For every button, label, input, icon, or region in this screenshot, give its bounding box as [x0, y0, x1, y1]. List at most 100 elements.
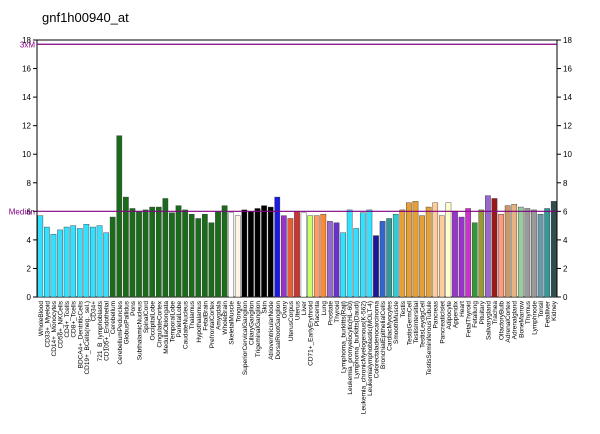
- x-tick-label: Leukemia_promyelocytic(HL-60): [347, 301, 354, 395]
- bar: [208, 222, 215, 298]
- bar: [70, 225, 77, 298]
- x-tick-label: Fetalliver: [545, 300, 552, 327]
- x-tick-label: WholeBlood: [38, 301, 45, 336]
- bar: [366, 209, 373, 298]
- y-tick-label: 12: [22, 122, 31, 131]
- x-tick-label: Amygdala: [216, 301, 223, 330]
- y-tick-label: 18: [22, 36, 31, 45]
- x-tick-label: Lymphnode: [531, 301, 538, 335]
- y-tick-label: 2: [27, 264, 32, 273]
- x-tick-label: FetalThyroid: [466, 301, 473, 338]
- bar: [544, 208, 550, 298]
- y2-tick-label: 18: [563, 36, 572, 45]
- bar: [44, 226, 50, 298]
- y2-tick-label: 14: [563, 93, 572, 102]
- x-tick-label: Uterus: [295, 300, 302, 320]
- x-tick-label: CD33+_Myeloid: [44, 301, 51, 348]
- x-tick-label: Trachea: [492, 301, 499, 325]
- x-tick-label: Lymphoma_burkitts(Raji): [341, 301, 348, 373]
- x-tick-label: Fetallung: [472, 301, 479, 328]
- x-tick-label: Thymus: [525, 300, 532, 324]
- x-tick-label: OccipitalLobe: [150, 301, 157, 341]
- bar: [202, 213, 208, 298]
- x-tick-label: CD19+_BCells(neg._sel.): [84, 301, 91, 375]
- bar: [458, 216, 465, 298]
- x-tick-label: Lymphoma_burkitts(Daudi): [354, 301, 361, 379]
- bar: [399, 209, 406, 298]
- bar: [274, 196, 281, 298]
- x-tick-label: ParietalLobe: [176, 301, 183, 338]
- bar: [537, 213, 544, 298]
- y2-tick-label: 4: [563, 236, 568, 245]
- bar: [333, 222, 340, 298]
- bar: [103, 232, 109, 298]
- x-tick-label: CD8+_Tcells: [71, 300, 78, 337]
- bar: [550, 201, 557, 298]
- y2-tick-label: 6: [563, 207, 568, 216]
- bar: [379, 221, 386, 298]
- x-tick-label: Pituitary: [479, 300, 486, 324]
- x-tick-label: Thyroid: [334, 301, 341, 323]
- bar: [300, 212, 307, 298]
- x-tick-label: Colorectaladenocarcinoma: [373, 301, 380, 379]
- x-tick-label: SkeletalMuscle: [229, 301, 236, 345]
- x-tick-label: Kidney: [551, 300, 558, 321]
- bar: [511, 203, 518, 298]
- x-tick-label: SuperiorCervicalGanglion: [242, 301, 249, 375]
- bar: [57, 229, 63, 298]
- bar: [221, 205, 228, 298]
- y2-tick-label: 2: [563, 264, 568, 273]
- bar: [254, 208, 261, 298]
- bar: [445, 202, 452, 298]
- x-tick-label: PancreaticIslet: [439, 301, 446, 344]
- bar: [37, 215, 44, 298]
- x-tick-label: CerebellumPeduncles: [117, 300, 124, 364]
- x-tick-label: Liver: [301, 300, 308, 315]
- x-tick-label: Appendix: [452, 300, 459, 328]
- y2-tick-label: 8: [563, 179, 568, 188]
- y-tick-label: 10: [22, 150, 31, 159]
- y2-tick-label: 0: [563, 293, 568, 302]
- bar: [155, 206, 162, 298]
- x-tick-label: Cerebellum: [110, 301, 117, 334]
- bar: [432, 202, 439, 298]
- x-tick-label: Hypothalamus: [196, 300, 203, 342]
- bar: [471, 222, 478, 298]
- bar: [307, 215, 313, 298]
- bar: [169, 212, 175, 298]
- x-tick-label: CingulateCortex: [156, 300, 163, 347]
- bar: [438, 215, 445, 298]
- bar: [281, 215, 287, 298]
- x-tick-label: CaudateNucleus: [183, 300, 190, 349]
- x-tick-label: Thalamus: [189, 300, 196, 329]
- bar: [412, 201, 419, 298]
- x-tick-label: BDCA4+_DentriticCells: [77, 300, 84, 368]
- bar: [340, 232, 346, 298]
- bar: [63, 226, 70, 298]
- x-tick-label: CD4+_Tcells: [64, 300, 71, 337]
- bar: [136, 211, 142, 298]
- bar: [452, 211, 458, 298]
- x-tick-label: CD14+_Monocytes: [51, 300, 58, 356]
- x-tick-label: Leukemia_chronicMyelogenous(K-562): [360, 301, 367, 414]
- y-tick-label: 16: [22, 65, 31, 74]
- x-tick-label: GlobusPallidus: [123, 300, 130, 344]
- bar: [261, 205, 267, 298]
- bar: [531, 209, 537, 298]
- bar: [320, 213, 327, 298]
- x-tick-label: TemporalLobe: [169, 301, 176, 343]
- x-tick-label: TestisGermCell: [406, 300, 413, 345]
- x-tick-label: WholeBrain: [222, 301, 229, 335]
- bar: [524, 208, 531, 298]
- x-tick-label: UterusCorpus: [288, 300, 295, 341]
- bar: [485, 195, 491, 298]
- y-tick-label: 4: [27, 236, 32, 245]
- y-tick-label: 0: [27, 293, 32, 302]
- bar: [129, 208, 136, 298]
- bar: [425, 206, 432, 298]
- x-tick-label: TestisLeydigCell: [420, 300, 427, 348]
- bar: [188, 213, 195, 298]
- bar: [175, 205, 182, 298]
- bar: [359, 212, 366, 298]
